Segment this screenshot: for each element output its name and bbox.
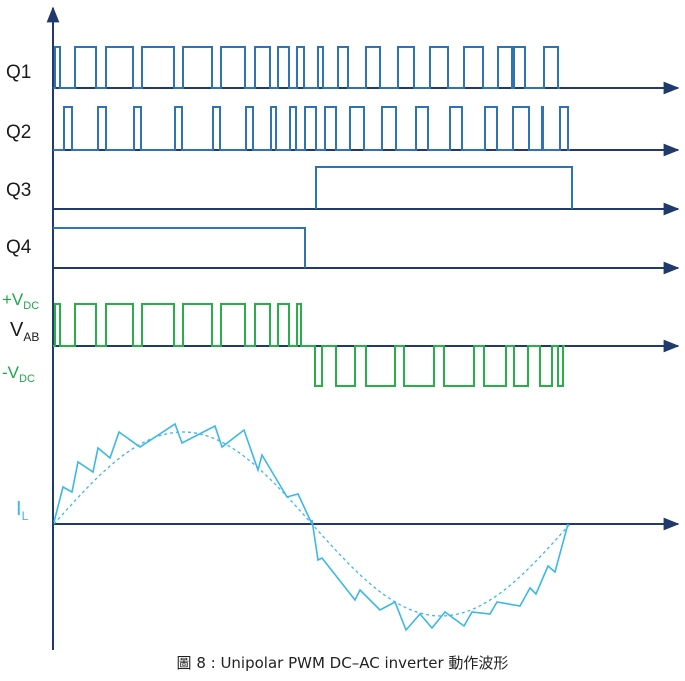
- q2-waveform: [53, 106, 570, 151]
- label-il: IL: [16, 498, 29, 523]
- label-q2: Q2: [6, 122, 31, 143]
- label-q3: Q3: [6, 180, 31, 201]
- il-ripple-waveform: [53, 422, 569, 632]
- label-vminus: -VDC: [2, 363, 35, 385]
- q1-waveform: [53, 46, 560, 89]
- label-vplus: +VDC: [2, 290, 39, 312]
- figure-caption: 圖 8 : Unipolar PWM DC–AC inverter 動作波形: [176, 654, 509, 672]
- vab-waveform: [53, 303, 565, 387]
- label-vab: VAB: [10, 319, 39, 344]
- il-average-waveform: [53, 431, 571, 617]
- q3-waveform: [315, 166, 573, 209]
- label-q1: Q1: [6, 62, 31, 83]
- label-q4: Q4: [6, 237, 32, 258]
- q4-waveform: [53, 227, 306, 268]
